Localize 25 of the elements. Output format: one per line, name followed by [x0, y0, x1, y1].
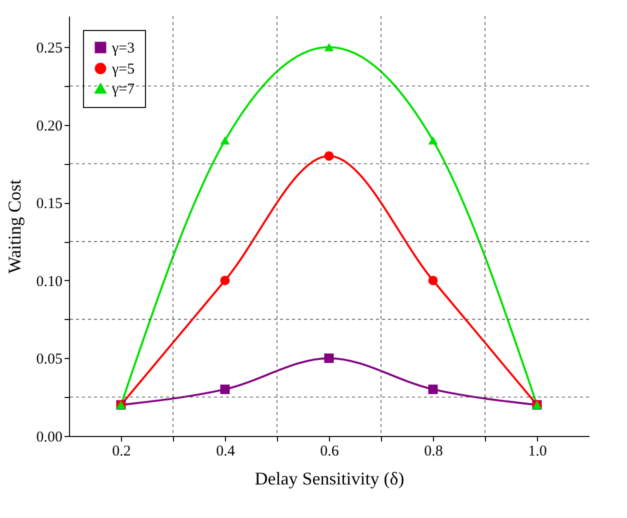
point — [324, 151, 334, 161]
y-tick-label: 0.00 — [36, 430, 62, 446]
point — [324, 43, 334, 52]
x-axis-title: Delay Sensitivity (δ) — [254, 468, 404, 488]
x-tick-label: 1.0 — [528, 444, 547, 460]
legend-label: γ=7 — [111, 82, 136, 98]
point — [324, 353, 334, 363]
y-tick-label: 0.15 — [36, 196, 62, 212]
point — [428, 136, 438, 145]
legend-label: γ=3 — [111, 40, 135, 56]
x-tick-label: 0.6 — [320, 444, 340, 460]
y-tick-label: 0.10 — [36, 274, 62, 290]
point — [220, 384, 230, 394]
x-tick-label: 0.8 — [424, 444, 443, 460]
x-tick-label: 0.4 — [216, 444, 236, 460]
point — [220, 276, 230, 286]
y-tick-label: 0.20 — [36, 118, 62, 134]
y-tick-label: 0.25 — [36, 40, 62, 57]
y-tick-label: 0.05 — [36, 352, 62, 368]
y-axis-title: Waiting Cost — [4, 179, 24, 274]
point — [428, 276, 438, 286]
x-tick-label: 0.2 — [112, 444, 131, 460]
legend-label: γ=5 — [111, 62, 135, 78]
point — [220, 136, 230, 145]
point — [428, 384, 438, 394]
